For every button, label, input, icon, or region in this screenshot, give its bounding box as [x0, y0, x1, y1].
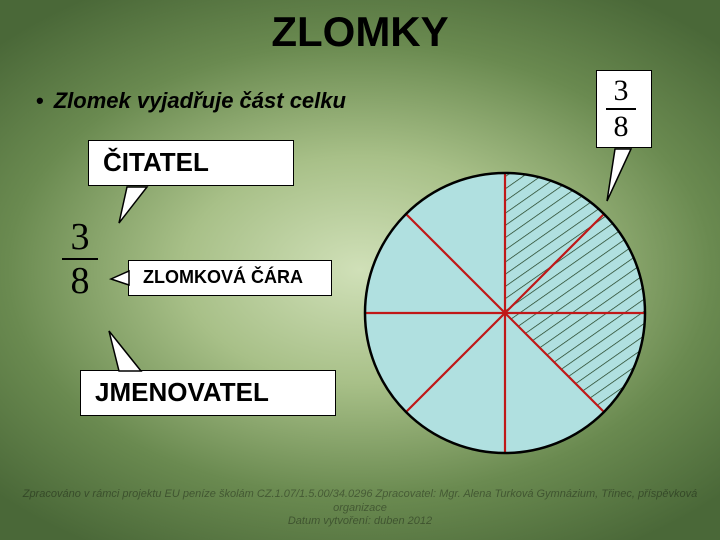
footer-credits: Zpracováno v rámci projektu EU peníze šk… — [0, 488, 720, 528]
fraction-left-denominator: 8 — [62, 262, 98, 300]
callout-citatel-tail — [89, 141, 90, 142]
fraction-right-denominator: 8 — [606, 112, 636, 142]
callout-zlomkova-cara: ZLOMKOVÁ ČÁRA — [128, 260, 332, 296]
fraction-left-numerator: 3 — [62, 218, 98, 256]
pie-chart-svg — [360, 168, 650, 458]
callout-jmenovatel-label: JMENOVATEL — [95, 377, 269, 407]
fraction-right-numerator: 3 — [606, 76, 636, 106]
callout-jmenovatel: JMENOVATEL — [80, 370, 336, 416]
page-title: ZLOMKY — [0, 8, 720, 56]
callout-zlomkova-tail — [129, 261, 130, 262]
callout-citatel: ČITATEL — [88, 140, 294, 186]
fraction-left: 3 8 — [62, 218, 98, 300]
pie-chart — [360, 168, 650, 463]
footer-line1: Zpracováno v rámci projektu EU peníze šk… — [20, 488, 700, 514]
callout-citatel-label: ČITATEL — [103, 147, 209, 177]
footer-line2: Datum vytvoření: duben 2012 — [20, 515, 700, 528]
callout-jmenovatel-tail — [81, 371, 82, 372]
bullet-definition: Zlomek vyjadřuje část celku — [36, 88, 346, 114]
callout-topright-tail — [597, 71, 598, 72]
fraction-top-right: 3 8 — [606, 76, 636, 142]
callout-zlomkova-label: ZLOMKOVÁ ČÁRA — [143, 267, 303, 287]
